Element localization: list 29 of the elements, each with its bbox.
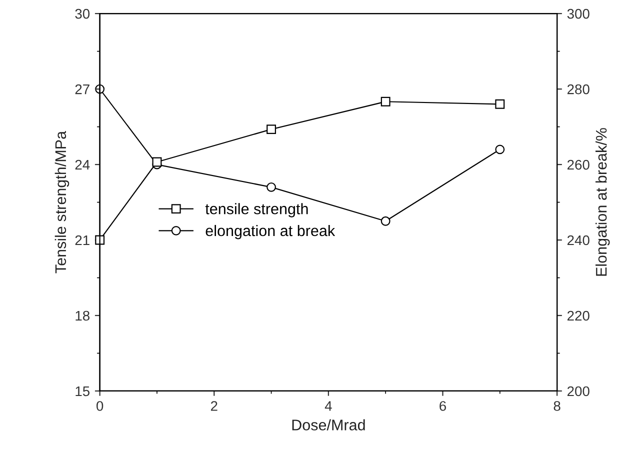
x-tick-label: 8	[554, 401, 560, 411]
x-tick-label: 6	[440, 401, 446, 411]
x-tick-label: 0	[96, 401, 104, 411]
y-tick-label: 30	[75, 8, 90, 19]
y-tick-label: 21	[75, 235, 90, 246]
y2-tick-label: 300	[567, 8, 590, 19]
y2-tick-label: 240	[567, 235, 590, 246]
y-tick-label: 18	[76, 310, 90, 321]
y2-tick-label: 220	[567, 310, 590, 321]
x-tick-label: 2	[210, 401, 218, 411]
y-tick-label: 15	[76, 386, 90, 396]
y-axis-title: Tensile strength/MPa	[54, 130, 70, 274]
point	[266, 124, 276, 134]
legend-label: tensile strength	[205, 203, 308, 218]
y2-axis-title: Elongation at break/%	[596, 128, 610, 276]
y2-tick-label: 200	[567, 386, 590, 396]
legend-label: elongation at break	[206, 224, 336, 240]
point	[266, 182, 276, 192]
y-tick-label: 27	[75, 84, 90, 94]
point	[380, 96, 390, 106]
point	[495, 99, 505, 109]
x-axis-title: Dose/Mrad	[292, 419, 365, 430]
x-tick-label: 4	[324, 401, 332, 411]
y-tick-label: 24	[75, 160, 90, 170]
y2-tick-label: 280	[567, 84, 590, 94]
point	[380, 216, 390, 226]
y2-tick-label: 260	[567, 160, 590, 170]
point	[152, 157, 162, 167]
point	[495, 144, 505, 154]
